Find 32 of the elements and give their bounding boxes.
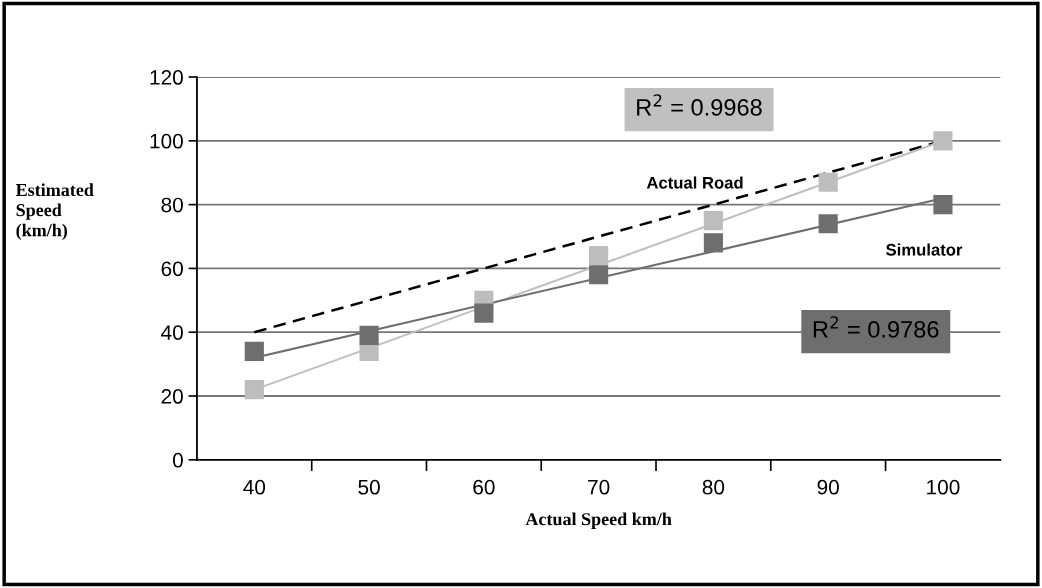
y-tick-label: 20 xyxy=(161,389,183,404)
y-tick-label: 80 xyxy=(161,197,183,213)
point xyxy=(933,131,953,151)
y-tick-label: 40 xyxy=(161,325,183,340)
annotation: R$^{2}$ = 0.9968 xyxy=(637,94,762,116)
point xyxy=(244,341,264,361)
y-axis-title: Estimated Speed (km/h) xyxy=(15,183,94,240)
point xyxy=(474,303,494,323)
x-tick-label: 40 xyxy=(243,479,266,495)
annotation: Simulator xyxy=(886,243,963,256)
point xyxy=(703,233,723,253)
annotation: R$^{2}$ = 0.9786 xyxy=(813,316,939,338)
y-tick-label: 60 xyxy=(161,261,183,277)
point xyxy=(589,265,609,285)
x-tick-label: 80 xyxy=(702,479,725,495)
point xyxy=(818,172,838,192)
point xyxy=(703,211,723,231)
x-tick-label: 90 xyxy=(817,479,839,495)
point xyxy=(244,380,264,400)
y-tick-label: 100 xyxy=(150,133,183,149)
point xyxy=(589,246,609,266)
y-tick-label: 0 xyxy=(172,452,183,468)
x-axis-title: Actual Speed km/h xyxy=(525,512,672,529)
y-tick-label: 120 xyxy=(150,70,183,85)
x-tick-label: 60 xyxy=(473,479,495,495)
annotation: Actual Road xyxy=(646,176,743,189)
x-tick-label: 50 xyxy=(358,479,380,495)
point xyxy=(933,195,953,215)
point xyxy=(818,214,838,234)
x-tick-label: 100 xyxy=(927,479,960,495)
x-tick-label: 70 xyxy=(588,479,610,495)
point xyxy=(359,325,379,345)
